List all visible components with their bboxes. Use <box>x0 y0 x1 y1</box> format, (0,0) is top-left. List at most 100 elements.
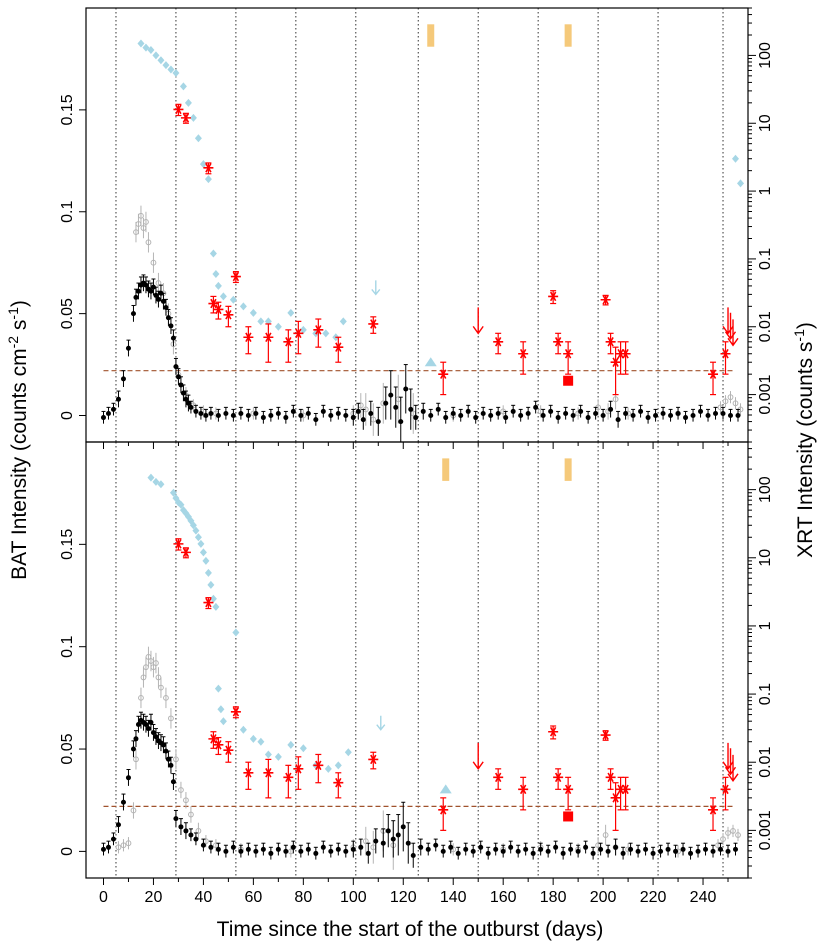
bat-grey-point <box>727 394 734 401</box>
bat-black-point <box>630 413 636 419</box>
right-y-tick-label: 0.01 <box>757 311 774 342</box>
right-y-axis-title-part: XRT Intensity (counts s <box>794 342 817 558</box>
xrt-red-point <box>563 348 574 359</box>
xrt-blue-point <box>189 113 197 122</box>
xrt-red-point <box>313 325 324 335</box>
bat-black-point <box>410 852 416 858</box>
bat-grey-point <box>195 828 202 834</box>
xrt-red-point <box>180 547 191 558</box>
bat-black-point <box>183 396 189 402</box>
xrt-blue-point <box>264 750 272 759</box>
bat-black-point <box>135 721 141 727</box>
bat-grey-point <box>725 830 731 836</box>
bat-black-point <box>350 415 356 421</box>
bat-black-point <box>268 850 274 856</box>
bat-black-point <box>298 413 304 419</box>
bat-black-point <box>170 779 176 785</box>
bat-black-point <box>408 406 414 412</box>
xrt-blue-point <box>207 580 215 589</box>
bat-black-point <box>538 846 544 852</box>
bat-grey-point <box>163 694 169 701</box>
bat-black-point <box>343 413 349 419</box>
bat-black-point <box>465 408 471 414</box>
left-y-tick-label: 0.15 <box>59 94 76 125</box>
x-tick-label: 120 <box>390 889 417 906</box>
bat-grey-point <box>173 756 179 763</box>
xrt-blue-point <box>737 179 745 188</box>
xrt-blue-point <box>147 473 155 482</box>
bat-black-point <box>480 410 486 416</box>
xrt-blue-point <box>232 628 240 637</box>
xrt-red-upper-limit-arrow <box>722 742 734 771</box>
xrt-blue-point <box>202 556 210 565</box>
bat-black-point <box>208 844 214 850</box>
bat-black-point <box>525 410 531 416</box>
x-tick-label: 180 <box>540 889 567 906</box>
x-tick-label: 20 <box>145 889 163 906</box>
xrt-blue-point <box>212 602 220 611</box>
bat-black-point <box>728 413 734 419</box>
bat-black-point <box>583 844 589 850</box>
bat-grey-point <box>612 396 619 403</box>
bat-black-point <box>703 846 709 852</box>
bat-grey-point <box>145 239 152 246</box>
bat-black-point <box>518 413 524 419</box>
bat-black-point <box>358 844 364 850</box>
xrt-red-upper-limit-arrow <box>724 312 737 340</box>
bat-black-point <box>530 850 536 856</box>
xrt-red-point <box>610 357 621 367</box>
left-y-axis-title-part: s <box>8 320 31 336</box>
panel-frame <box>85 7 749 443</box>
panel-frame <box>85 441 749 879</box>
bat-black-point <box>290 844 296 850</box>
xrt-blue-point <box>184 98 192 107</box>
bat-grey-point <box>125 840 132 847</box>
xrt-blue-point <box>169 488 177 497</box>
bat-black-point <box>100 415 106 421</box>
bat-black-point <box>230 844 236 850</box>
bat-black-point <box>638 408 644 414</box>
right-y-tick-label: 0.1 <box>757 683 774 705</box>
xrt-red-point <box>293 328 304 339</box>
bat-black-point <box>320 408 326 414</box>
x-tick-label: 40 <box>195 889 213 906</box>
bat-black-point <box>463 846 469 852</box>
xrt-red-upper-limit-arrow <box>727 754 739 783</box>
xrt-blue-point <box>189 521 197 530</box>
left-y-tick-label: 0.05 <box>59 733 76 764</box>
bat-black-point <box>380 840 386 846</box>
bat-black-point <box>350 846 356 852</box>
orange-marker-bar <box>564 24 572 47</box>
bat-black-point <box>125 345 131 351</box>
bat-black-point <box>508 844 514 850</box>
xrt-red-point <box>548 291 559 302</box>
bat-black-point <box>385 828 391 834</box>
bat-black-point <box>470 848 476 854</box>
xrt-red-upper-limit-arrow <box>722 307 734 335</box>
bat-black-point <box>593 410 599 416</box>
bat-black-point <box>398 419 404 425</box>
bat-black-point <box>120 376 126 382</box>
x-tick-label: 80 <box>294 889 312 906</box>
bat-black-point <box>305 410 311 416</box>
bat-black-point <box>688 850 694 856</box>
bat-black-point <box>725 848 731 854</box>
xrt-blue-point <box>239 302 247 311</box>
bat-black-point <box>200 842 206 848</box>
xrt-blue-triangle <box>439 784 452 794</box>
xrt-red-point <box>720 784 731 795</box>
bat-black-point <box>328 848 334 854</box>
panels-layer: 00.050.10.150.0010.010.111010000.050.10.… <box>59 7 774 906</box>
xrt-blue-point <box>152 477 160 486</box>
bat-black-point <box>343 848 349 854</box>
xrt-blue-point <box>299 744 307 753</box>
bat-black-point <box>373 838 379 844</box>
bat-black-point <box>253 848 259 854</box>
bat-black-point <box>135 288 141 294</box>
bat-black-point <box>183 828 189 834</box>
xrt-blue-point <box>137 39 145 48</box>
xrt-blue-point <box>192 526 200 535</box>
bat-black-point <box>145 726 151 732</box>
xrt-red-point <box>230 271 241 282</box>
bat-black-point <box>178 824 184 830</box>
